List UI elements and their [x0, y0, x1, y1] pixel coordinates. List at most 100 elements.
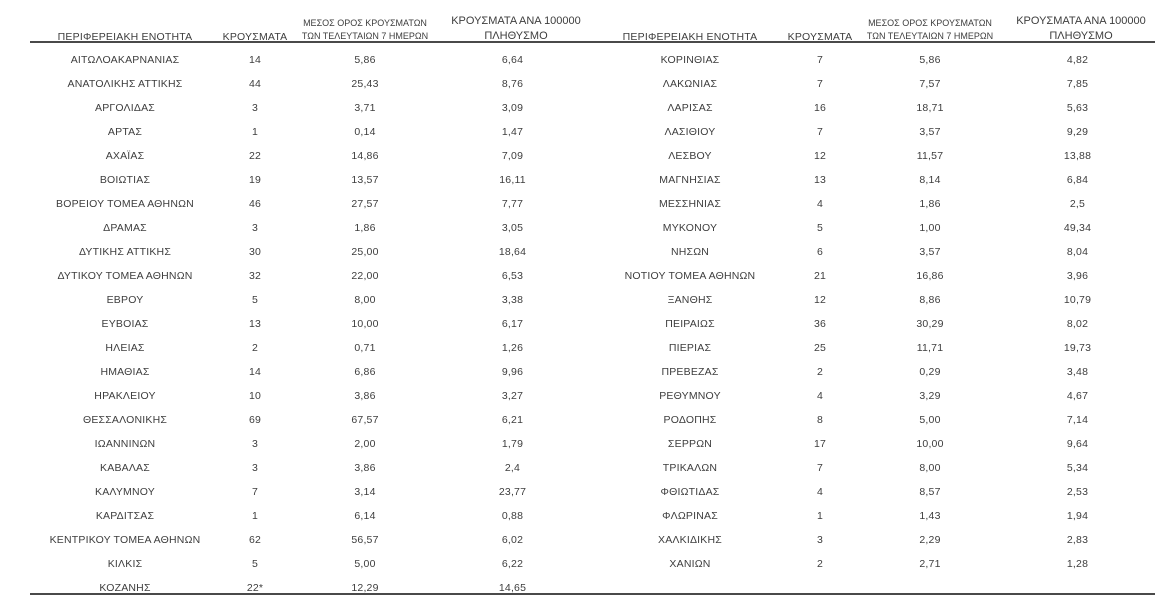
- table-row: ΚΙΛΚΙΣ 5 5,00 6,22: [30, 552, 585, 576]
- cell-region-name: ΦΛΩΡΙΝΑΣ: [662, 510, 718, 522]
- table-row: ΝΟΤΙΟΥ ΤΟΜΕΑ ΑΘΗΝΩΝ 21 16,86 3,96: [595, 264, 1150, 288]
- cell-per-100k: 2,53: [1066, 486, 1089, 498]
- cell-per-100k: 7,09: [501, 150, 524, 162]
- cell-avg-7day: 6,86: [354, 366, 376, 378]
- cell-per-100k: 3,09: [501, 102, 524, 114]
- cell-per-100k: 6,02: [501, 534, 524, 546]
- cell-cases: 6: [816, 246, 824, 258]
- cell-region-name: ΚΑΡΔΙΤΣΑΣ: [95, 510, 155, 522]
- cell-region-name: ΗΡΑΚΛΕΙΟΥ: [94, 390, 156, 402]
- table-body-left: ΑΙΤΩΛΟΑΚΑΡΝΑΝΙΑΣ 14 5,86 6,64 ΑΝΑΤΟΛΙΚΗΣ ΑΤΤ…: [30, 48, 585, 600]
- cell-cases: 16: [813, 102, 827, 114]
- cell-avg-7day: 30,29: [916, 318, 944, 330]
- cell-region-name: ΚΙΛΚΙΣ: [107, 558, 143, 570]
- table-row: ΒΟΡΕΙΟΥ ΤΟΜΕΑ ΑΘΗΝΩΝ 46 27,57 7,77: [30, 192, 585, 216]
- table-row: ΜΑΓΝΗΣΙΑΣ 13 8,14 6,84: [595, 168, 1150, 192]
- cell-cases: 69: [248, 414, 262, 426]
- cell-per-100k: 2,83: [1066, 534, 1089, 546]
- table-row: ΛΑΚΩΝΙΑΣ 7 7,57 7,85: [595, 72, 1150, 96]
- cell-region-name: ΑΧΑΪΑΣ: [105, 150, 145, 162]
- column-header-per100k: ΚΡΟΥΣΜΑΤΑ ΑΝΑ 100000 ΠΛΗΘΥΣΜΟ: [451, 15, 581, 42]
- cell-per-100k: 16,11: [499, 174, 526, 186]
- cell-cases: 12: [813, 150, 827, 162]
- cell-avg-7day: 8,57: [919, 486, 941, 498]
- table-row: ΑΡΤΑΣ 1 0,14 1,47: [30, 120, 585, 144]
- cell-avg-7day: 11,57: [916, 150, 944, 162]
- cell-per-100k: 1,47: [501, 126, 524, 138]
- table-row: ΚΟΡΙΝΘΙΑΣ 7 5,86 4,82: [595, 48, 1150, 72]
- cell-per-100k: 2,5: [1069, 198, 1086, 210]
- cell-per-100k: 6,22: [501, 558, 524, 570]
- cell-per-100k: 5,63: [1066, 102, 1089, 114]
- cell-region-name: ΚΕΝΤΡΙΚΟΥ ΤΟΜΕΑ ΑΘΗΝΩΝ: [49, 534, 201, 546]
- cell-per-100k: 3,48: [1066, 366, 1089, 378]
- cell-per-100k: 8,76: [501, 78, 524, 90]
- table-row: ΣΕΡΡΩΝ 17 10,00 9,64: [595, 432, 1150, 456]
- cell-cases: 46: [248, 198, 262, 210]
- cell-region-name: ΛΕΣΒΟΥ: [668, 150, 712, 162]
- cell-avg-7day: 25,43: [351, 78, 379, 90]
- cell-avg-7day: 13,57: [351, 174, 379, 186]
- cell-per-100k: 1,28: [1066, 558, 1089, 570]
- table-row: ΗΛΕΙΑΣ 2 0,71 1,26: [30, 336, 585, 360]
- cell-per-100k: 1,94: [1066, 510, 1089, 522]
- cell-region-name: ΣΕΡΡΩΝ: [667, 438, 713, 450]
- table-row: ΛΕΣΒΟΥ 12 11,57 13,88: [595, 144, 1150, 168]
- table-row: ΦΛΩΡΙΝΑΣ 1 1,43 1,94: [595, 504, 1150, 528]
- cell-region-name: ΧΑΛΚΙΔΙΚΗΣ: [658, 534, 722, 546]
- cell-avg-7day: 14,86: [351, 150, 379, 162]
- cell-per-100k: 7,77: [501, 198, 524, 210]
- cell-avg-7day: 8,14: [919, 174, 941, 186]
- cell-avg-7day: 3,57: [919, 126, 941, 138]
- table-row: ΚΑΒΑΛΑΣ 3 3,86 2,4: [30, 456, 585, 480]
- cell-avg-7day: 2,71: [919, 558, 941, 570]
- table-row: ΧΑΛΚΙΔΙΚΗΣ 3 2,29 2,83: [595, 528, 1150, 552]
- cell-avg-7day: 16,86: [916, 270, 944, 282]
- cell-avg-7day: 8,00: [354, 294, 376, 306]
- cell-avg-7day: 8,00: [919, 462, 941, 474]
- cell-cases: 7: [816, 78, 824, 90]
- cell-region-name: ΑΙΤΩΛΟΑΚΑΡΝΑΝΙΑΣ: [70, 54, 180, 66]
- table-row: ΤΡΙΚΑΛΩΝ 7 8,00 5,34: [595, 456, 1150, 480]
- cell-cases: 5: [251, 558, 259, 570]
- cell-avg-7day: 8,86: [919, 294, 941, 306]
- table-row: ΗΜΑΘΙΑΣ 14 6,86 9,96: [30, 360, 585, 384]
- table-header-row: ΠΕΡΙΦΕΡΕΙΑΚΗ ΕΝΟΤΗΤΑ ΚΡΟΥΣΜΑΤΑ ΜΕΣΟΣ ΟΡΟ…: [30, 0, 585, 48]
- cell-cases: 3: [251, 222, 259, 234]
- cell-region-name: ΛΑΚΩΝΙΑΣ: [662, 78, 718, 90]
- cell-avg-7day: 7,57: [919, 78, 941, 90]
- cell-cases: 14: [248, 366, 262, 378]
- cell-region-name: ΚΑΛΥΜΝΟΥ: [94, 486, 155, 498]
- cell-per-100k: 8,02: [1066, 318, 1089, 330]
- table-body-right: ΚΟΡΙΝΘΙΑΣ 7 5,86 4,82 ΛΑΚΩΝΙΑΣ 7 7,57 7,85 ΛΑΡΙΣ…: [595, 48, 1150, 576]
- cell-avg-7day: 0,14: [354, 126, 376, 138]
- cell-per-100k: 6,84: [1066, 174, 1089, 186]
- cell-region-name: ΠΕΙΡΑΙΩΣ: [665, 318, 715, 330]
- cell-region-name: ΜΕΣΣΗΝΙΑΣ: [658, 198, 722, 210]
- table-header-row: ΠΕΡΙΦΕΡΕΙΑΚΗ ΕΝΟΤΗΤΑ ΚΡΟΥΣΜΑΤΑ ΜΕΣΟΣ ΟΡΟ…: [595, 0, 1150, 48]
- table-row: ΠΙΕΡΙΑΣ 25 11,71 19,73: [595, 336, 1150, 360]
- cell-per-100k: 0,88: [501, 510, 524, 522]
- cell-per-100k: 6,64: [501, 54, 524, 66]
- table-row: ΔΡΑΜΑΣ 3 1,86 3,05: [30, 216, 585, 240]
- cell-cases: 3: [251, 102, 259, 114]
- cases-table-left: ΠΕΡΙΦΕΡΕΙΑΚΗ ΕΝΟΤΗΤΑ ΚΡΟΥΣΜΑΤΑ ΜΕΣΟΣ ΟΡΟ…: [30, 0, 585, 600]
- cell-per-100k: 9,96: [501, 366, 524, 378]
- cell-per-100k: 3,27: [501, 390, 524, 402]
- cell-cases: 1: [251, 126, 259, 138]
- table-row: ΑΧΑΪΑΣ 22 14,86 7,09: [30, 144, 585, 168]
- cell-cases: 2: [816, 366, 824, 378]
- table-row: ΡΕΘΥΜΝΟΥ 4 3,29 4,67: [595, 384, 1150, 408]
- cell-cases: 1: [816, 510, 824, 522]
- cell-cases: 17: [813, 438, 827, 450]
- cell-avg-7day: 22,00: [351, 270, 379, 282]
- cell-cases: 7: [251, 486, 259, 498]
- cell-region-name: ΕΥΒΟΙΑΣ: [101, 318, 149, 330]
- cell-per-100k: 5,34: [1066, 462, 1089, 474]
- column-header-avg7: ΜΕΣΟΣ ΟΡΟΣ ΚΡΟΥΣΜΑΤΩΝ ΤΩΝ ΤΕΛΕΥΤΑΙΩΝ 7 ΗΜ…: [866, 17, 994, 41]
- cell-cases: 25: [813, 342, 827, 354]
- cell-region-name: ΡΟΔΟΠΗΣ: [663, 414, 717, 426]
- cell-per-100k: 9,64: [1066, 438, 1089, 450]
- cell-region-name: ΜΑΓΝΗΣΙΑΣ: [659, 174, 721, 186]
